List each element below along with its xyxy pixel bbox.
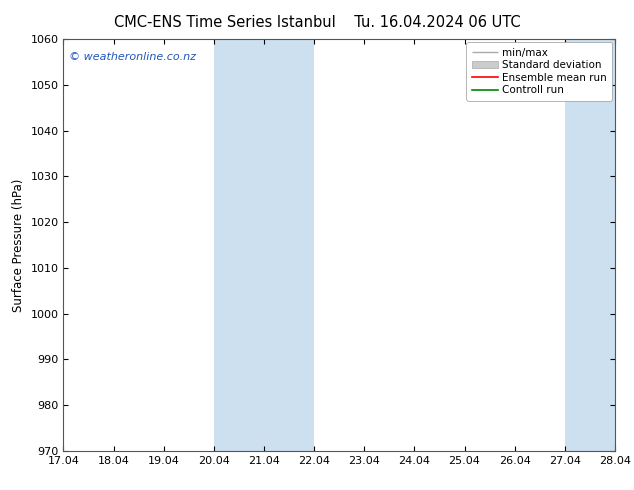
Bar: [214, 39, 314, 451]
Text: © weatheronline.co.nz: © weatheronline.co.nz: [69, 51, 196, 62]
Legend: min/max, Standard deviation, Ensemble mean run, Controll run: min/max, Standard deviation, Ensemble me…: [467, 42, 612, 100]
Bar: [565, 39, 615, 451]
Y-axis label: Surface Pressure (hPa): Surface Pressure (hPa): [12, 178, 25, 312]
Text: CMC-ENS Time Series Istanbul    Tu. 16.04.2024 06 UTC: CMC-ENS Time Series Istanbul Tu. 16.04.2…: [113, 15, 521, 30]
